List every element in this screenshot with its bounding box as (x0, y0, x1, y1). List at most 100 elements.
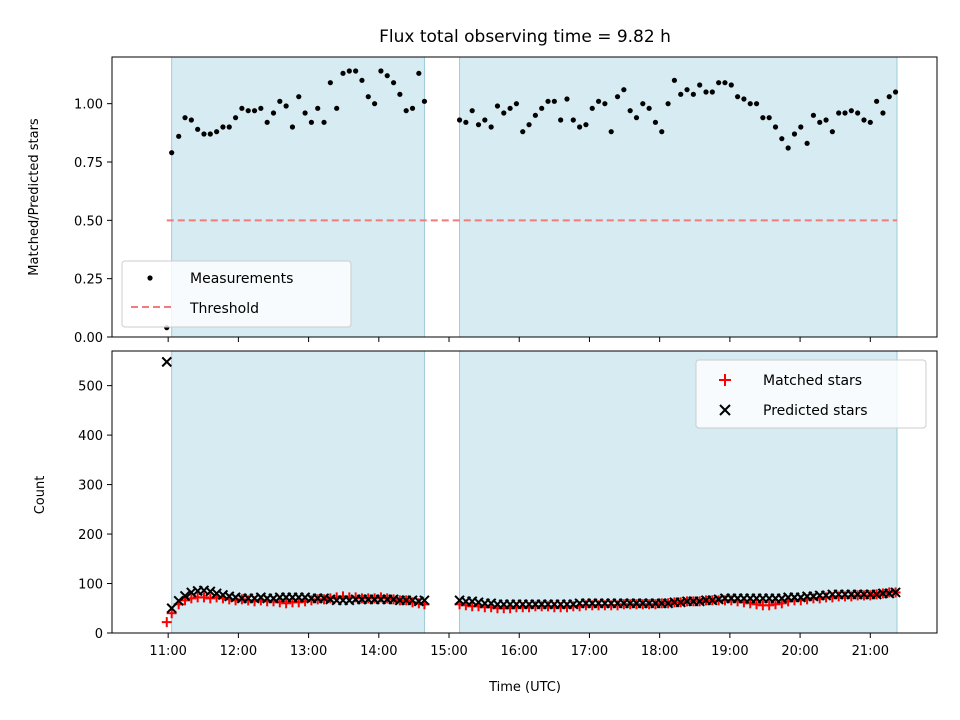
measurement-point (321, 119, 327, 125)
measurement-point (545, 98, 551, 104)
measurement-point (416, 70, 422, 76)
measurement-point (214, 129, 220, 135)
measurement-point (463, 119, 469, 125)
measurement-point (327, 80, 333, 86)
bottom-y-tick-label: 200 (78, 528, 103, 543)
measurement-point (277, 98, 283, 104)
measurement-point (403, 108, 409, 114)
measurement-point (595, 98, 602, 104)
measurement-point (665, 101, 671, 107)
x-tick-label: 12:00 (220, 644, 257, 659)
measurement-point (397, 91, 403, 97)
x-tick-label: 13:00 (290, 644, 327, 659)
measurement-point (722, 80, 728, 86)
measurement-point (785, 145, 791, 151)
x-tick-label: 11:00 (149, 644, 186, 659)
top-y-axis-label: Matched/Predicted stars (27, 118, 42, 276)
bottom-legend: Matched stars Predicted stars (695, 359, 927, 429)
measurement-point (494, 103, 501, 109)
measurement-point (513, 101, 520, 107)
legend-threshold-label: Threshold (189, 301, 259, 317)
top-observing-windows (171, 56, 898, 338)
top-panel: 0.00 0.25 0.50 0.75 1.00 Matched/Predicted s… (27, 56, 938, 346)
bottom-y-axis-label: Count (33, 476, 48, 515)
measurement-point (258, 105, 264, 111)
measurement-point (627, 108, 633, 114)
bottom-x-axis: 11:00 12:00 13:00 14:00 15:00 16:00 17:00 18:00… (149, 633, 889, 659)
bottom-window-0 (171, 350, 425, 634)
measurement-point (652, 119, 659, 125)
top-y-tick-label: 0.50 (74, 214, 103, 229)
measurement-point (621, 87, 627, 93)
predicted-star-stroke-b (179, 590, 191, 602)
measurement-point (245, 108, 251, 114)
x-tick-label: 21:00 (852, 644, 889, 659)
measurement-point (829, 129, 835, 135)
measurement-point (315, 105, 321, 111)
measurement-point (728, 82, 734, 88)
legend-matched-marker (719, 374, 731, 386)
measurement-point (207, 131, 213, 137)
measurement-point (378, 68, 384, 74)
measurement-point (169, 150, 175, 156)
measurement-point (791, 131, 798, 137)
measurement-point (614, 94, 621, 100)
x-tick-label: 18:00 (641, 644, 678, 659)
measurement-point (697, 82, 703, 88)
top-x-ticks (167, 337, 871, 342)
measurement-point (201, 131, 207, 137)
x-tick-label: 20:00 (781, 644, 818, 659)
measurement-point (659, 129, 665, 135)
matched-star-marker (161, 617, 172, 628)
measurement-point (880, 110, 886, 116)
measurement-point (340, 70, 346, 76)
x-axis-label: Time (UTC) (488, 680, 561, 695)
measurement-point (296, 94, 302, 100)
measurement-point (390, 80, 397, 86)
measurement-point (690, 91, 696, 97)
measurement-point (804, 140, 810, 146)
measurement-point (741, 96, 747, 102)
measurement-point (640, 101, 646, 107)
top-window-1 (459, 56, 898, 338)
measurement-point (766, 115, 772, 121)
x-tick-label: 15:00 (430, 644, 467, 659)
measurement-point (703, 89, 709, 95)
measurement-point (810, 112, 817, 118)
top-axes-frame (111, 56, 938, 338)
measurement-point (475, 122, 482, 128)
measurement-point (646, 105, 652, 111)
measurement-point (842, 110, 848, 116)
bottom-y-tick-label: 0 (95, 627, 103, 642)
predicted-star-marker (205, 586, 216, 597)
measurement-point (182, 115, 188, 121)
measurement-point (798, 124, 804, 130)
measurement-point (564, 96, 570, 102)
measurement-point (855, 110, 861, 116)
top-y-axis: 0.00 0.25 0.50 0.75 1.00 (74, 98, 112, 346)
measurement-point (772, 124, 779, 130)
legend-measurements-label: Measurements (190, 271, 293, 287)
predicted-star-marker (419, 595, 430, 606)
top-y-tick-label: 0.75 (74, 156, 103, 171)
measurement-point (251, 108, 258, 114)
measurement-point (867, 119, 873, 125)
measurement-point (283, 103, 289, 109)
measurement-point (734, 94, 741, 100)
top-y-tick-label: 1.00 (74, 98, 103, 113)
measurement-point (602, 101, 608, 107)
measurement-point (558, 117, 564, 123)
measurement-point (346, 68, 352, 74)
measurement-point (861, 117, 867, 123)
predicted-star-marker (890, 587, 901, 598)
measurement-point (365, 94, 371, 100)
x-tick-label: 14:00 (360, 644, 397, 659)
measurement-point (371, 101, 378, 107)
measurement-point (709, 89, 715, 95)
measurement-point (570, 117, 576, 123)
measurement-point (817, 119, 823, 125)
measurement-point (289, 124, 296, 130)
measurement-point (308, 119, 315, 125)
measurement-point (220, 124, 226, 130)
